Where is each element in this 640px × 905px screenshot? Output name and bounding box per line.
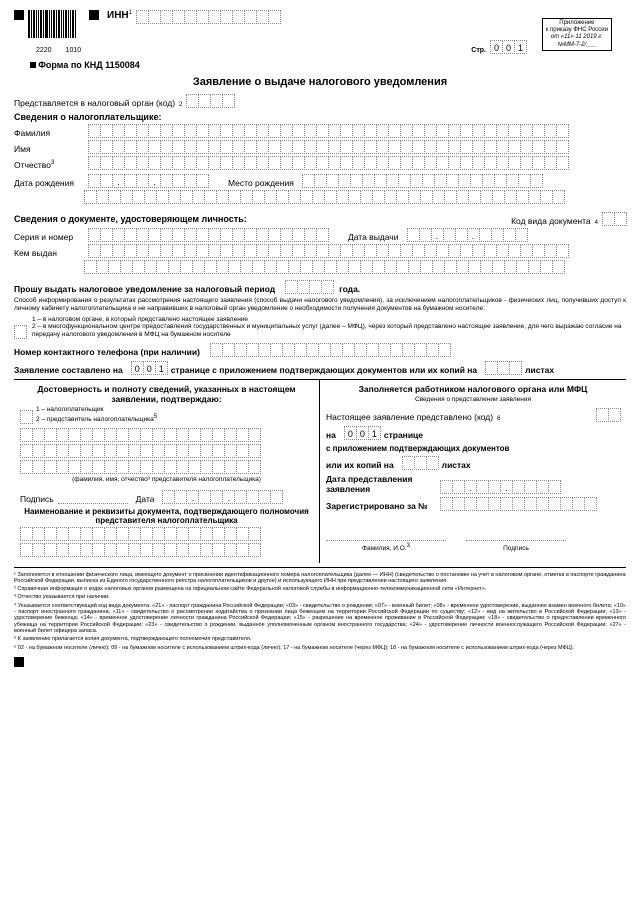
- issue-date-cells[interactable]: ..: [407, 228, 527, 242]
- org-code-cells[interactable]: [186, 94, 234, 108]
- presented-cell[interactable]: [596, 408, 620, 422]
- rep-doc-2[interactable]: [20, 543, 260, 557]
- doc-type-label: Код вида документа: [511, 216, 591, 226]
- sub-date-label: Дата представления заявления: [326, 474, 436, 494]
- footnote-5: ⁵ К заявлению прилагается копия документ…: [14, 636, 626, 642]
- on-cells: 001: [344, 426, 380, 440]
- method-cell[interactable]: [14, 325, 26, 339]
- copies-cells[interactable]: [402, 456, 438, 470]
- doc-type-cells[interactable]: [602, 212, 626, 226]
- confirm-cell[interactable]: [20, 410, 32, 424]
- series-cells[interactable]: [88, 228, 328, 242]
- issued-by-label: Кем выдан: [14, 248, 84, 258]
- left-header: Достоверность и полноту сведений, указан…: [20, 384, 313, 404]
- footnote-2: ² Справочная информация о кодах налоговы…: [14, 586, 626, 592]
- rep-name-1[interactable]: [20, 428, 260, 442]
- form-code: Форма по КНД 1150084: [38, 60, 139, 70]
- on-label: на: [326, 430, 336, 440]
- composed-label: Заявление составлено на: [14, 365, 123, 375]
- inn-cells[interactable]: [136, 10, 280, 24]
- reg-cells[interactable]: [440, 497, 596, 511]
- page-cells: 001: [490, 40, 526, 54]
- presented-label: Настоящее заявление представлено (код): [326, 412, 493, 422]
- issued-by-cells-2[interactable]: [84, 260, 564, 274]
- name-label: Имя: [14, 144, 84, 154]
- period-cells[interactable]: [285, 280, 333, 294]
- barcode-num-2: 1010: [66, 47, 82, 54]
- left-opt2: 2 – представитель налогоплательщика5: [36, 414, 157, 424]
- name-cells[interactable]: [88, 140, 568, 154]
- fio-line[interactable]: [326, 529, 446, 541]
- rep-doc-1[interactable]: [20, 527, 260, 541]
- attach-label: с приложением подтверждающих документов: [326, 444, 620, 453]
- order-stamp: Приложение к приказу ФНС России от «11» …: [542, 18, 612, 51]
- title: Заявление о выдаче налогового уведомлени…: [14, 76, 626, 88]
- sign-line-r[interactable]: [466, 529, 566, 541]
- series-label: Серия и номер: [14, 232, 84, 242]
- composed-cells: 001: [131, 361, 167, 375]
- surname-label: Фамилия: [14, 128, 84, 138]
- method-opt-2: 2 – в многофункциональном центре предост…: [32, 323, 626, 339]
- taxpayer-section: Сведения о налогоплательщике:: [14, 112, 626, 122]
- sign-date-cells[interactable]: ..: [162, 490, 282, 504]
- fio-note: (фамилия, имя, отчество³ представителя н…: [20, 476, 313, 484]
- rep-doc-header: Наименование и реквизиты документа, подт…: [20, 507, 313, 525]
- sign-line[interactable]: [58, 492, 128, 504]
- reg-label: Зарегистрировано за №: [326, 501, 436, 511]
- inn-label: ИНН: [107, 10, 129, 21]
- marker-bl: [14, 657, 24, 667]
- issue-date-label: Дата выдачи: [348, 232, 399, 242]
- sign-caption: Подпись: [466, 545, 566, 553]
- patr-label: Отчество3: [14, 160, 84, 170]
- sub-date-cells[interactable]: ..: [440, 480, 560, 494]
- issued-by-cells[interactable]: [88, 244, 568, 258]
- phone-label: Номер контактного телефона (при наличии): [14, 347, 200, 357]
- birthplace-label: Место рождения: [228, 178, 294, 188]
- doc-section: Сведения о документе, удостоверяющем лич…: [14, 214, 511, 224]
- patr-cells[interactable]: [88, 156, 568, 170]
- birthplace-cells-2[interactable]: [84, 190, 564, 204]
- surname-cells[interactable]: [88, 124, 568, 138]
- page-label-r: странице: [384, 430, 423, 440]
- footnote-4: ⁴ Указывается соответствующий код вида д…: [14, 603, 626, 635]
- right-sub: Сведения о представлении заявления: [326, 396, 620, 404]
- dob-label: Дата рождения: [14, 178, 84, 188]
- submit-to-label: Представляется в налоговый орган (код): [14, 98, 175, 108]
- phone-cells[interactable]: [210, 343, 450, 357]
- year-label: года.: [339, 284, 360, 294]
- page-label: Стр.: [471, 47, 486, 54]
- copies-sheets: листах: [442, 460, 471, 470]
- marker-tl: [14, 10, 24, 20]
- sign-label: Подпись: [20, 494, 54, 504]
- barcode-num-1: 2220: [36, 47, 52, 54]
- copies-label: или их копий на: [326, 460, 394, 470]
- footnote-3: ³ Отчество указывается при наличии.: [14, 594, 626, 600]
- bullet: [30, 62, 36, 68]
- barcode: [28, 10, 77, 40]
- request-label: Прошу выдать налоговое уведомление за на…: [14, 284, 275, 294]
- footnote-1: ¹ Заполняется в отношении физического ли…: [14, 572, 626, 585]
- rep-name-2[interactable]: [20, 444, 260, 458]
- sheets-cells[interactable]: [485, 361, 521, 375]
- date-label: Дата: [136, 494, 155, 504]
- composed-tail: странице с приложением подтверждающих до…: [171, 365, 477, 375]
- right-header: Заполняется работником налогового органа…: [326, 384, 620, 394]
- sheets-label: листах: [525, 365, 554, 375]
- footnote-6: ⁶ 02 - на бумажном носителе (лично); 09 …: [14, 645, 626, 651]
- rep-name-3[interactable]: [20, 460, 260, 474]
- method-text: Способ информирования о результатах расс…: [14, 297, 626, 313]
- birthplace-cells[interactable]: [302, 174, 542, 188]
- left-opt1: 1 – налогоплательщик: [36, 406, 157, 414]
- marker-2: [89, 10, 99, 20]
- fio-caption: Фамилия, И.О.3: [326, 543, 446, 553]
- dob-cells[interactable]: ..: [88, 174, 208, 188]
